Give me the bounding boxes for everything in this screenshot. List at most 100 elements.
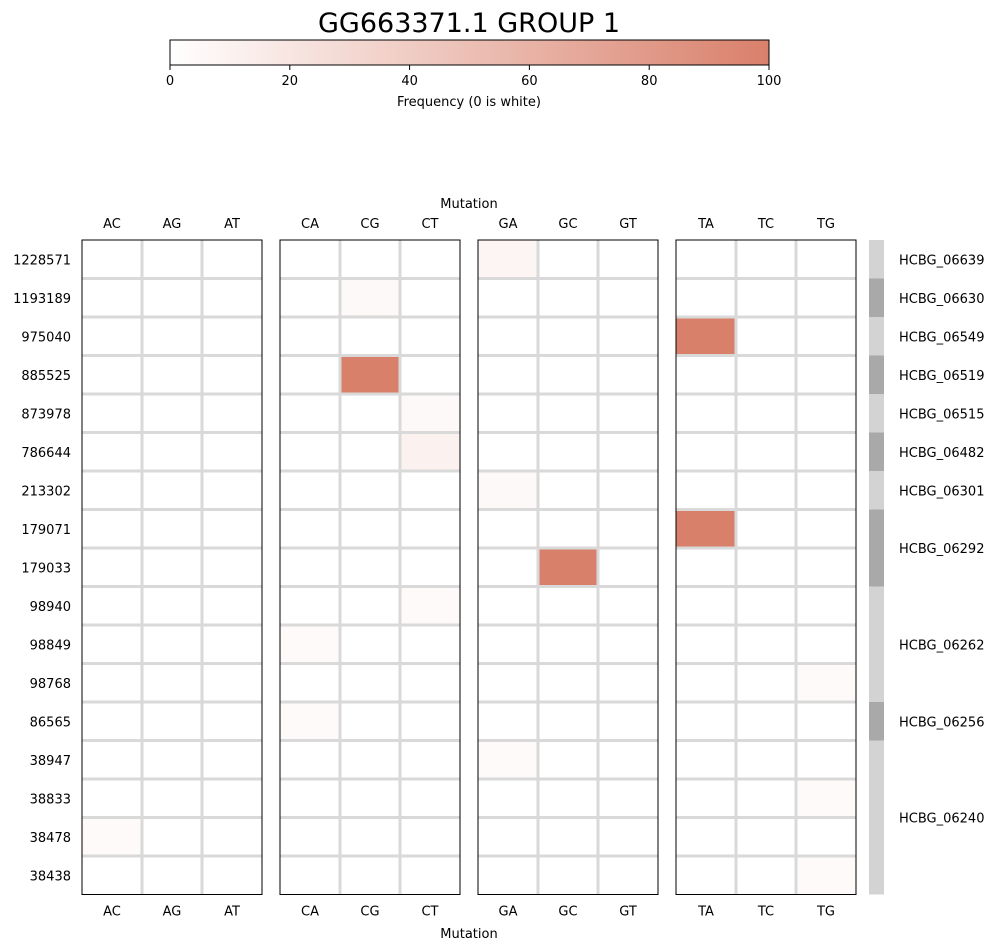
row-label: 38478	[30, 831, 71, 846]
column-label-top: GT	[619, 217, 637, 232]
gene-group-label: HCBG_06639	[899, 253, 984, 268]
gene-group-label: HCBG_06256	[899, 715, 984, 730]
heatmap-panel: GA GA GC GC GT GT	[477, 217, 659, 920]
gene-group-segment	[869, 355, 884, 394]
colorbar-label: Frequency (0 is white)	[397, 95, 541, 110]
gene-group-segment	[869, 317, 884, 356]
heatmap-cell	[796, 663, 856, 702]
column-label-top: GC	[558, 217, 577, 232]
heatmap-cell	[400, 586, 460, 625]
row-label: 179033	[21, 561, 71, 576]
column-label-bottom: CA	[301, 905, 319, 920]
heatmap-cell	[478, 471, 538, 510]
heatmap-cell	[82, 817, 142, 856]
panel-frame	[279, 239, 461, 895]
row-labels: 1228571 1193189 975040 885525 873978 786644 21…	[13, 253, 71, 884]
column-label-bottom: CT	[421, 905, 438, 920]
colorbar-gradient	[169, 39, 770, 66]
heatmap-cell	[676, 317, 736, 356]
column-label-bottom: AC	[103, 905, 121, 920]
column-label-top: TA	[697, 217, 714, 232]
column-label-top: GA	[499, 217, 518, 232]
heatmap-cell	[340, 355, 400, 394]
gene-group-label: HCBG_06630	[899, 292, 984, 307]
colorbar-ticks: 0 20 40 60 80 100	[166, 65, 782, 89]
colorbar: 0 20 40 60 80 100 Frequency (0 is white)	[166, 39, 782, 110]
panel-frame	[81, 239, 263, 895]
row-label: 98940	[30, 600, 71, 615]
gene-group-segment	[869, 240, 884, 279]
column-label-bottom: CG	[360, 905, 379, 920]
row-label: 1193189	[13, 292, 71, 307]
column-label-bottom: TA	[697, 905, 714, 920]
row-label: 213302	[21, 484, 71, 499]
column-label-bottom: TG	[816, 905, 835, 920]
colorbar-tick-label: 0	[166, 74, 174, 89]
colorbar-tick-label: 40	[401, 74, 418, 89]
column-label-top: AG	[163, 217, 182, 232]
row-label: 38833	[30, 792, 71, 807]
colorbar-tick-label: 100	[757, 74, 782, 89]
gene-group-segment	[869, 586, 884, 702]
gene-annotation-bar: HCBG_06639 HCBG_06630 HCBG_06549 HCBG_06519…	[869, 240, 984, 895]
gene-group-segment	[869, 432, 884, 471]
x-axis-label-bottom: Mutation	[440, 927, 497, 942]
heatmap-panel: AC AC AG AG AT AT	[81, 217, 263, 920]
row-label: 98849	[30, 638, 71, 653]
heatmap-cell	[796, 779, 856, 818]
colorbar-tick-label: 60	[521, 74, 538, 89]
colorbar-tick-label: 20	[282, 74, 299, 89]
gene-group-label: HCBG_06549	[899, 330, 984, 345]
gene-group-segment	[869, 471, 884, 510]
column-label-top: TC	[757, 217, 774, 232]
gene-group-segment	[869, 509, 884, 587]
heatmap-cell	[280, 702, 340, 741]
heatmap-cell	[796, 856, 856, 895]
gene-group-segment	[869, 278, 884, 317]
column-label-top: CA	[301, 217, 319, 232]
gene-group-label: HCBG_06262	[899, 638, 984, 653]
heatmap-cell	[478, 740, 538, 779]
x-axis-label-top: Mutation	[440, 197, 497, 212]
gene-group-label: HCBG_06515	[899, 407, 984, 422]
column-label-top: AC	[103, 217, 121, 232]
chart-title: GG663371.1 GROUP 1	[318, 8, 620, 39]
column-label-top: CT	[421, 217, 438, 232]
heatmap-cell	[400, 432, 460, 471]
gene-group-segment	[869, 702, 884, 741]
column-label-bottom: AG	[163, 905, 182, 920]
heatmap-panel: CA CA CG CG CT CT	[279, 217, 461, 920]
panel-frame	[477, 239, 659, 895]
row-label: 786644	[21, 446, 71, 461]
heatmap-panel: TA TA TC TC TG TG	[675, 217, 857, 920]
colorbar-tick-label: 80	[641, 74, 658, 89]
heatmap-cell	[280, 625, 340, 664]
row-label: 86565	[30, 715, 71, 730]
gene-group-label: HCBG_06482	[899, 446, 984, 461]
row-label: 98768	[30, 677, 71, 692]
column-label-top: AT	[224, 217, 240, 232]
heatmap-cell	[676, 509, 736, 548]
heatmap-cell	[400, 394, 460, 433]
column-label-bottom: TC	[757, 905, 774, 920]
column-label-bottom: GC	[558, 905, 577, 920]
column-label-bottom: GA	[499, 905, 518, 920]
panel-background	[280, 240, 460, 895]
column-label-bottom: AT	[224, 905, 240, 920]
row-label: 873978	[21, 407, 71, 422]
row-label: 38947	[30, 754, 71, 769]
column-label-top: TG	[816, 217, 835, 232]
row-label: 885525	[21, 369, 71, 384]
heatmap-cell	[340, 278, 400, 317]
row-label: 38438	[30, 869, 71, 884]
heatmap-cell	[538, 548, 598, 587]
gene-group-label: HCBG_06240	[899, 812, 984, 827]
row-label: 179071	[21, 523, 71, 538]
column-label-bottom: GT	[619, 905, 637, 920]
gene-group-label: HCBG_06519	[899, 369, 984, 384]
row-label: 1228571	[13, 253, 71, 268]
gene-group-segment	[869, 740, 884, 895]
gene-group-segment	[869, 394, 884, 433]
column-label-top: CG	[360, 217, 379, 232]
